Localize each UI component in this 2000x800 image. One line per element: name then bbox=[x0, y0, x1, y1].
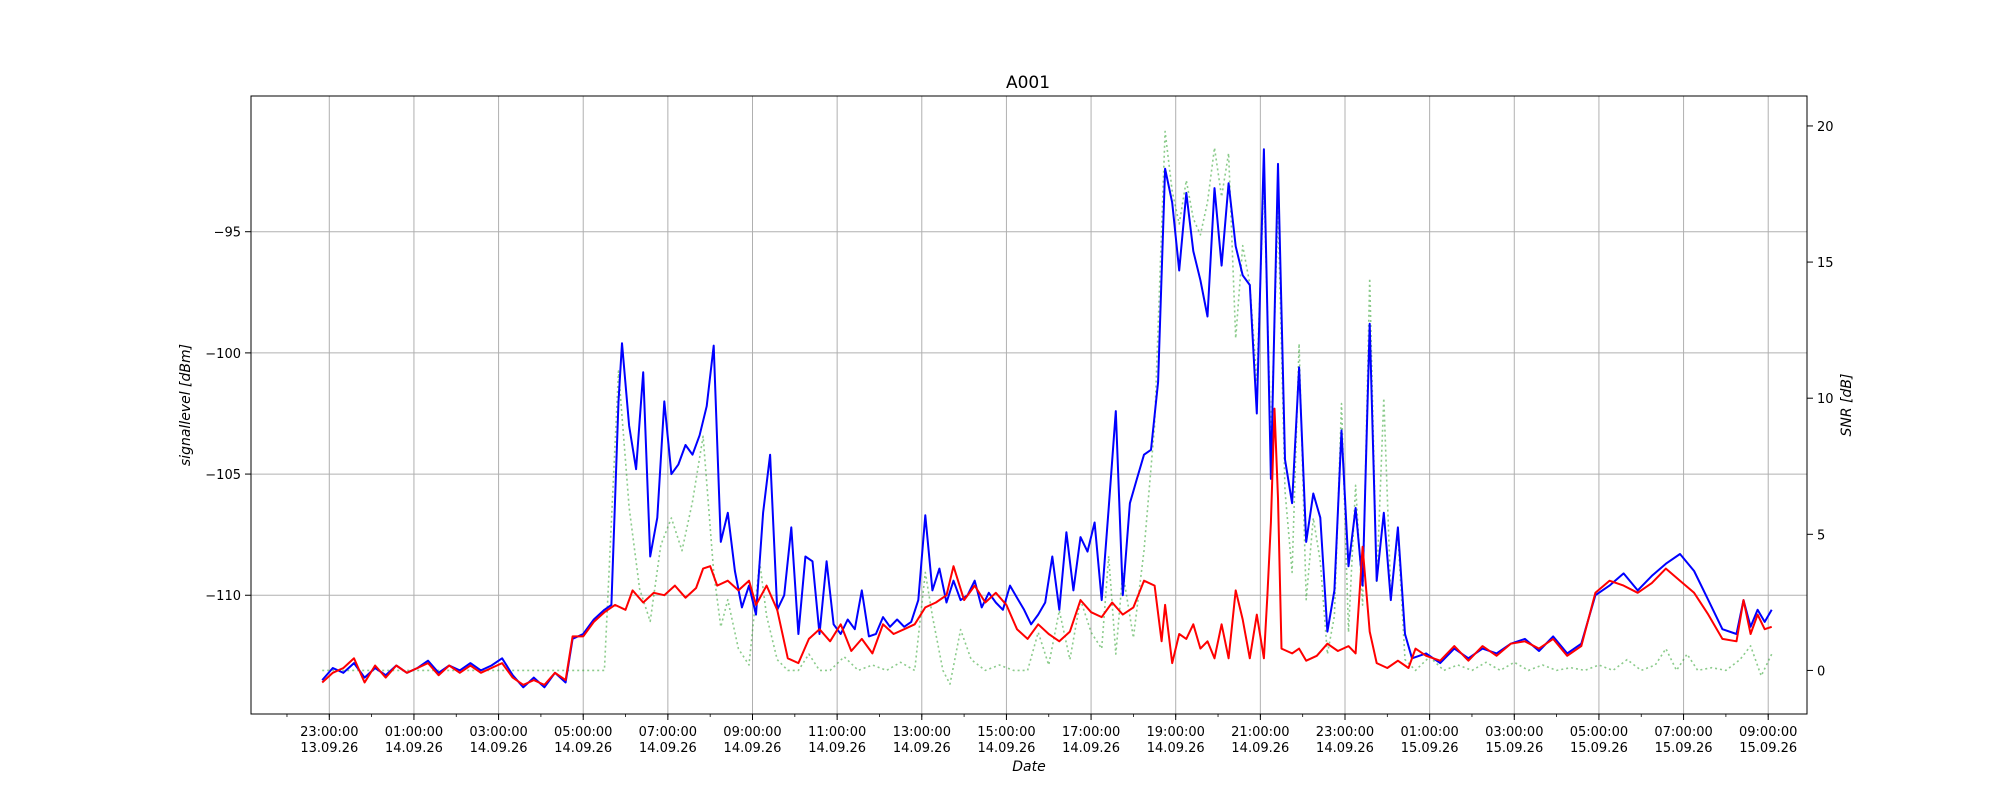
y-tick-label: −100 bbox=[205, 347, 241, 362]
x-tick-label-date: 14.09.26 bbox=[1231, 741, 1289, 756]
series-line-snr-dotted bbox=[322, 130, 1773, 685]
x-tick-label-date: 14.09.26 bbox=[893, 741, 951, 756]
y-tick-label: −110 bbox=[205, 589, 241, 604]
x-tick-label-date: 14.09.26 bbox=[554, 741, 612, 756]
chart-title: A001 bbox=[1006, 73, 1050, 93]
x-tick-label-time: 09:00:00 bbox=[1739, 725, 1797, 740]
x-axis: 23:00:0013.09.2601:00:0014.09.2603:00:00… bbox=[286, 714, 1797, 756]
x-tick-label-time: 13:00:00 bbox=[893, 725, 951, 740]
x-tick-label-date: 14.09.26 bbox=[808, 741, 866, 756]
x-tick-label-time: 11:00:00 bbox=[808, 725, 866, 740]
x-tick-label-date: 14.09.26 bbox=[1062, 741, 1120, 756]
x-tick-label-time: 21:00:00 bbox=[1231, 725, 1289, 740]
series-line-blue bbox=[321, 148, 1773, 689]
y2-axis-label: SNR [dB] bbox=[1839, 374, 1855, 437]
y2-tick-label: 10 bbox=[1817, 392, 1834, 407]
x-tick-label-date: 13.09.26 bbox=[300, 741, 358, 756]
x-tick-label-date: 15.09.26 bbox=[1401, 741, 1459, 756]
x-tick-label-time: 03:00:00 bbox=[1485, 725, 1543, 740]
y2-tick-label: 15 bbox=[1817, 256, 1834, 271]
x-tick-label-time: 09:00:00 bbox=[723, 725, 781, 740]
x-tick-label-time: 15:00:00 bbox=[977, 725, 1035, 740]
y-axis-label: signallevel [dBm] bbox=[178, 344, 194, 466]
x-tick-label-time: 23:00:00 bbox=[300, 725, 358, 740]
x-tick-label-date: 14.09.26 bbox=[385, 741, 443, 756]
y-axis-left: −95 −100 −105 −110 bbox=[205, 226, 251, 604]
y-tick-label: −105 bbox=[205, 468, 241, 483]
x-tick-label-time: 19:00:00 bbox=[1147, 725, 1205, 740]
x-tick-label-time: 17:00:00 bbox=[1062, 725, 1120, 740]
x-tick-label-time: 05:00:00 bbox=[554, 725, 612, 740]
x-tick-label-date: 14.09.26 bbox=[639, 741, 697, 756]
x-tick-label-date: 14.09.26 bbox=[977, 741, 1035, 756]
x-tick-label-date: 14.09.26 bbox=[1147, 741, 1205, 756]
x-tick-label-time: 07:00:00 bbox=[639, 725, 697, 740]
x-tick-label-time: 03:00:00 bbox=[469, 725, 527, 740]
x-tick-label-date: 15.09.26 bbox=[1655, 741, 1713, 756]
y-tick-label: −95 bbox=[214, 226, 241, 241]
x-tick-label-date: 15.09.26 bbox=[1485, 741, 1543, 756]
series-layer bbox=[321, 130, 1773, 689]
x-tick-label-time: 01:00:00 bbox=[385, 725, 443, 740]
x-tick-label-time: 05:00:00 bbox=[1570, 725, 1628, 740]
series-line-red bbox=[321, 407, 1773, 686]
grid bbox=[251, 96, 1807, 714]
x-tick-label-date: 14.09.26 bbox=[470, 741, 528, 756]
x-tick-label-date: 14.09.26 bbox=[724, 741, 782, 756]
y2-tick-label: 0 bbox=[1817, 664, 1825, 679]
x-tick-label-date: 15.09.26 bbox=[1739, 741, 1797, 756]
plot-area-frame bbox=[250, 95, 1808, 715]
y-axis-right: 0 5 10 15 20 bbox=[1807, 120, 1834, 679]
x-tick-label-date: 14.09.26 bbox=[1316, 741, 1374, 756]
y2-tick-label: 5 bbox=[1817, 528, 1825, 543]
x-tick-label-date: 15.09.26 bbox=[1570, 741, 1628, 756]
x-tick-label-time: 23:00:00 bbox=[1316, 725, 1374, 740]
x-tick-label-time: 07:00:00 bbox=[1654, 725, 1712, 740]
x-tick-label-time: 01:00:00 bbox=[1400, 725, 1458, 740]
x-axis-label: Date bbox=[1012, 759, 1045, 775]
y2-tick-label: 20 bbox=[1817, 120, 1834, 135]
